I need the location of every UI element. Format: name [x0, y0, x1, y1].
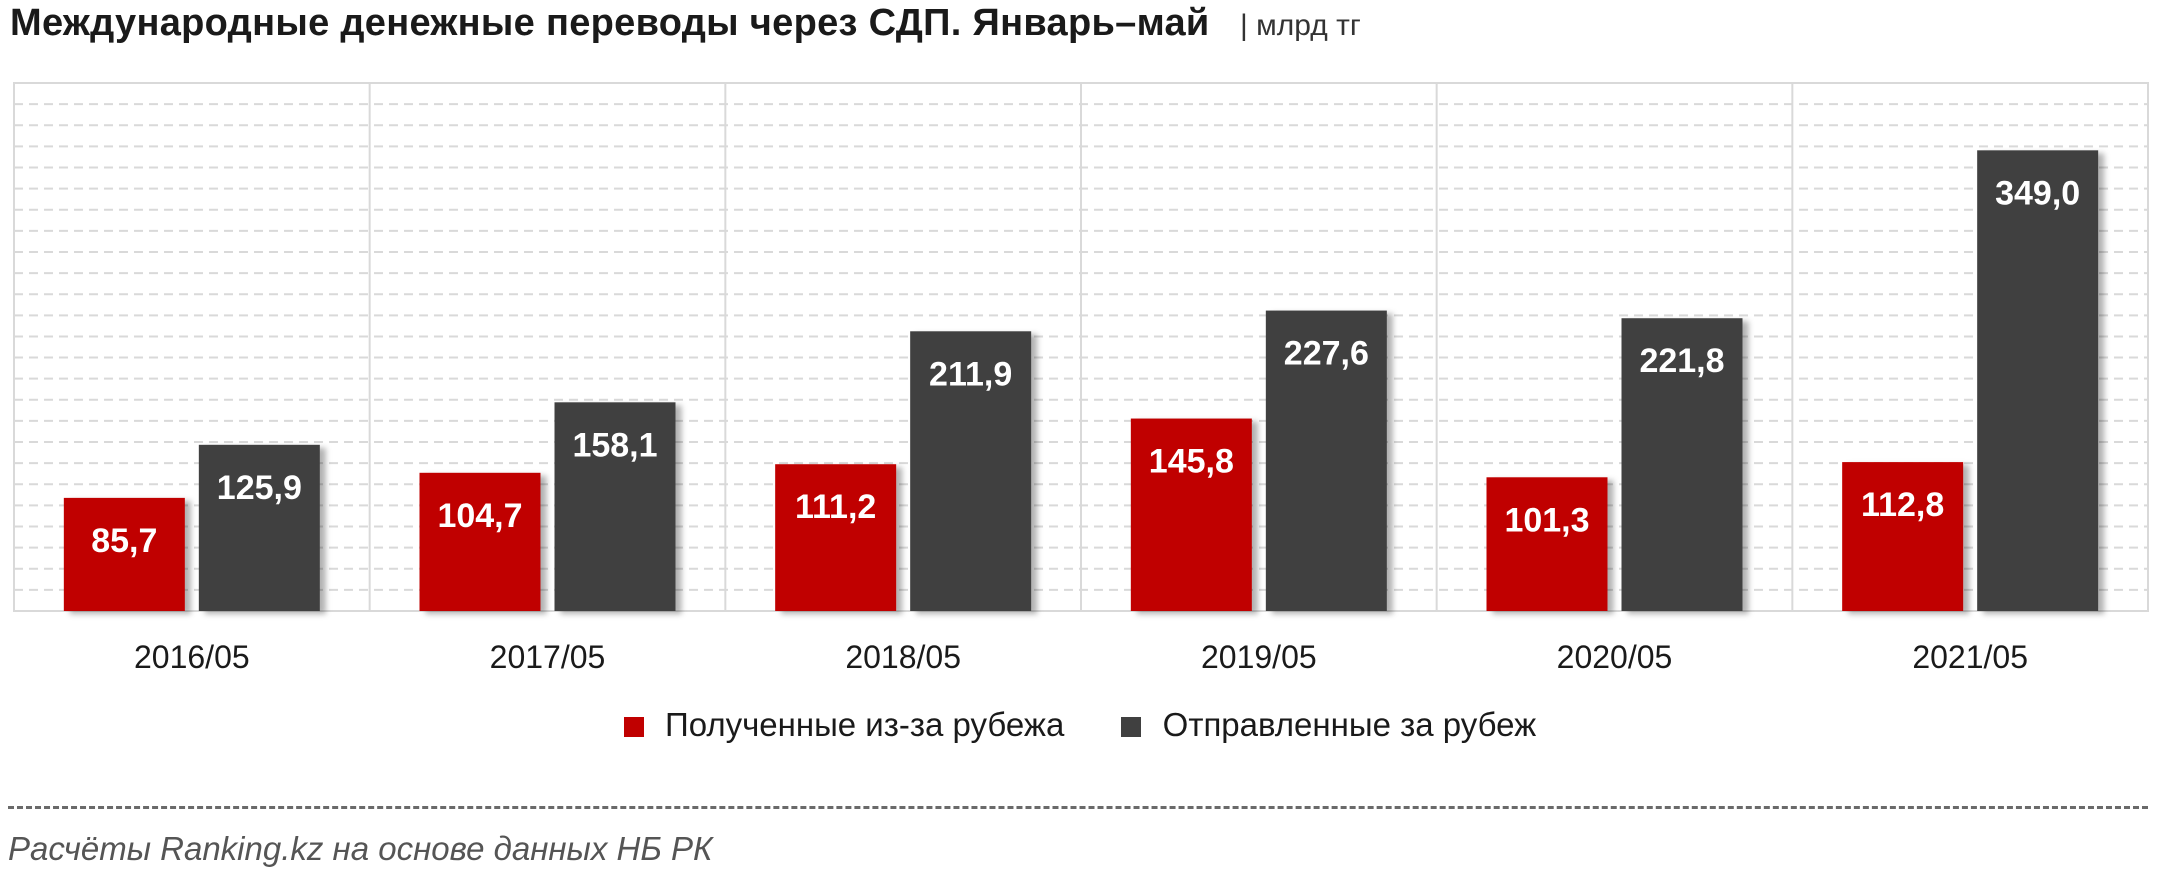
bar-received: [1486, 477, 1608, 611]
legend-swatch-received: [623, 717, 644, 737]
bar-sent: [1265, 310, 1387, 611]
bar-sent: [554, 402, 676, 611]
x-axis-ticks: 2016/05 2017/05 2018/05 2019/05 2020/05 2021/…: [134, 639, 2028, 675]
x-tick-label: 2017/05: [490, 639, 606, 675]
bars: [63, 150, 2099, 611]
x-tick-label: 2021/05: [1912, 639, 2028, 675]
divider: [8, 806, 2148, 809]
source-note: Расчёты Ranking.kz на основе данных НБ Р…: [8, 830, 713, 867]
data-label-sent: 125,9: [217, 469, 302, 507]
legend-label-sent: Отправленные за рубеж: [1162, 706, 1537, 743]
bar-received: [419, 472, 541, 611]
bar-chart: 85,7 125,9 104,7 158,1 111,2 211,9 145,8 227,6 1…: [13, 82, 2149, 675]
x-tick-label: 2018/05: [845, 639, 961, 675]
bar-received: [63, 497, 185, 611]
legend-swatch-sent: [1121, 717, 1142, 737]
data-label-sent: 227,6: [1284, 335, 1369, 373]
x-tick-label: 2020/05: [1557, 639, 1673, 675]
data-label-received: 145,8: [1149, 443, 1234, 481]
data-label-received: 111,2: [795, 488, 876, 526]
data-label-sent: 349,0: [1995, 174, 2080, 212]
data-labels: 85,7 125,9 104,7 158,1 111,2 211,9 145,8 227,6 1…: [91, 174, 2080, 560]
bar-sent: [910, 331, 1032, 611]
x-tick-label: 2016/05: [134, 639, 250, 675]
chart-title: Международные денежные переводы через СД…: [10, 2, 1210, 44]
data-label-received: 101,3: [1504, 501, 1589, 539]
bar-sent: [1977, 150, 2099, 611]
bar-received: [1842, 462, 1964, 611]
title-row: Международные денежные переводы через СД…: [10, 2, 1361, 58]
data-label-sent: 158,1: [572, 426, 657, 464]
chart-unit: | млрд тг: [1240, 9, 1361, 42]
data-label-sent: 211,9: [929, 355, 1012, 393]
data-label-received: 104,7: [437, 497, 522, 535]
bar-received: [1130, 418, 1252, 611]
legend-label-received: Полученные из-за рубежа: [664, 706, 1065, 743]
bar-sent: [1621, 318, 1743, 611]
bar-sent: [198, 444, 320, 611]
legend-item-received: Полученные из-за рубежа: [623, 706, 1065, 744]
bar-received: [775, 464, 897, 611]
gridlines: [14, 83, 2148, 611]
x-tick-label: 2019/05: [1201, 639, 1317, 675]
data-label-received: 85,7: [91, 522, 157, 560]
legend: Полученные из-за рубежа Отправленные за …: [0, 706, 2160, 744]
data-label-sent: 221,8: [1639, 342, 1724, 380]
data-label-received: 112,8: [1861, 486, 1944, 524]
legend-item-sent: Отправленные за рубеж: [1121, 706, 1536, 744]
